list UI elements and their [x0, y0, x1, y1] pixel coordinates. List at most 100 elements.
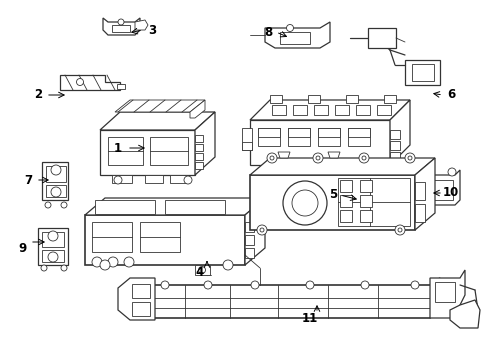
Text: 7: 7 — [24, 174, 32, 186]
Bar — [108, 137, 143, 165]
Polygon shape — [250, 158, 435, 175]
Circle shape — [448, 168, 456, 176]
Text: 2: 2 — [34, 89, 42, 102]
Bar — [258, 128, 280, 137]
Text: 8: 8 — [264, 26, 272, 39]
Bar — [245, 248, 254, 258]
Text: 4: 4 — [196, 266, 204, 279]
Bar — [340, 210, 352, 222]
Text: 1: 1 — [114, 141, 122, 154]
Polygon shape — [265, 22, 330, 48]
Polygon shape — [430, 270, 465, 318]
Polygon shape — [245, 198, 265, 265]
Polygon shape — [42, 162, 68, 200]
Bar — [46, 166, 66, 182]
Circle shape — [198, 266, 205, 274]
Bar — [415, 204, 425, 222]
Circle shape — [408, 156, 412, 160]
Bar — [258, 128, 280, 146]
Circle shape — [292, 190, 318, 216]
Circle shape — [184, 176, 192, 184]
Polygon shape — [328, 152, 340, 158]
Text: 6: 6 — [447, 89, 455, 102]
Bar — [348, 128, 370, 137]
Circle shape — [361, 281, 369, 289]
Circle shape — [161, 281, 169, 289]
Circle shape — [51, 187, 61, 197]
Bar — [368, 28, 396, 48]
Circle shape — [204, 281, 212, 289]
Bar — [340, 180, 352, 192]
Polygon shape — [100, 130, 195, 175]
Bar — [170, 175, 188, 183]
Bar — [272, 105, 286, 115]
Polygon shape — [190, 100, 205, 118]
Bar — [117, 84, 125, 89]
Polygon shape — [450, 300, 480, 328]
Bar — [150, 137, 188, 165]
Polygon shape — [115, 100, 205, 112]
Bar — [245, 235, 254, 245]
Text: 9: 9 — [18, 242, 26, 255]
Polygon shape — [118, 278, 155, 320]
Bar — [112, 175, 132, 183]
Bar — [308, 95, 320, 103]
Bar — [242, 128, 252, 150]
Polygon shape — [195, 112, 215, 175]
Bar — [405, 60, 440, 85]
Circle shape — [306, 281, 314, 289]
Circle shape — [118, 19, 124, 25]
Polygon shape — [390, 100, 410, 165]
Polygon shape — [250, 175, 415, 230]
Polygon shape — [85, 215, 245, 265]
Text: 11: 11 — [302, 311, 318, 324]
Circle shape — [359, 153, 369, 163]
Bar — [435, 282, 455, 302]
Circle shape — [124, 257, 134, 267]
Circle shape — [51, 165, 61, 175]
Circle shape — [411, 281, 419, 289]
Bar — [293, 105, 307, 115]
Bar — [377, 105, 391, 115]
Bar — [165, 200, 225, 214]
Circle shape — [257, 225, 267, 235]
Bar — [245, 222, 254, 232]
Bar — [132, 284, 150, 298]
Bar — [360, 180, 372, 192]
Circle shape — [362, 156, 366, 160]
Bar — [356, 105, 370, 115]
Circle shape — [204, 252, 210, 258]
Polygon shape — [278, 152, 290, 158]
Bar — [314, 105, 328, 115]
Circle shape — [100, 260, 110, 270]
Bar — [242, 142, 252, 150]
Bar — [280, 32, 310, 44]
Bar — [95, 200, 155, 214]
Circle shape — [260, 228, 264, 232]
Circle shape — [61, 202, 67, 208]
Circle shape — [61, 265, 67, 271]
Bar — [390, 152, 400, 161]
Bar — [335, 105, 349, 115]
Bar — [132, 302, 150, 316]
Circle shape — [45, 202, 51, 208]
Bar — [415, 182, 425, 200]
Text: 5: 5 — [329, 189, 337, 202]
Circle shape — [223, 260, 233, 270]
Circle shape — [421, 168, 429, 176]
Bar — [346, 95, 358, 103]
Polygon shape — [103, 18, 140, 35]
Bar — [288, 128, 310, 137]
Circle shape — [200, 248, 214, 262]
Circle shape — [41, 265, 47, 271]
Bar — [112, 25, 130, 32]
Polygon shape — [250, 120, 390, 165]
Bar — [195, 144, 203, 151]
Circle shape — [405, 153, 415, 163]
Bar — [360, 210, 372, 222]
Bar — [92, 222, 132, 252]
Circle shape — [270, 156, 274, 160]
Bar — [425, 180, 453, 200]
Circle shape — [114, 176, 122, 184]
Bar — [195, 162, 203, 169]
